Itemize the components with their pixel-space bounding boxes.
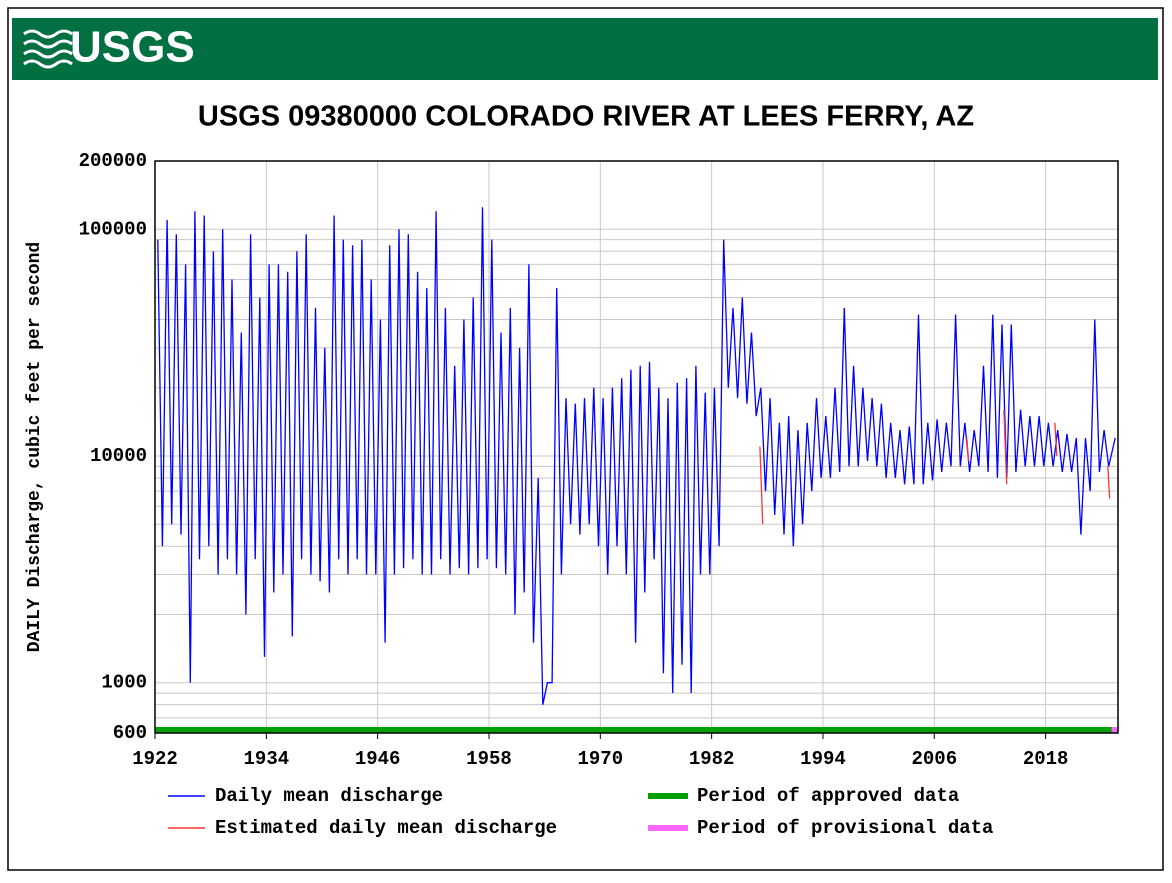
chart-title: USGS 09380000 COLORADO RIVER AT LEES FER… [198, 101, 974, 133]
period-bar [155, 727, 1112, 733]
x-tick-label: 1958 [466, 748, 512, 770]
x-tick-label: 1994 [800, 748, 846, 770]
period-bar [1111, 727, 1118, 733]
x-tick-label: 1946 [355, 748, 401, 770]
x-tick-label: 1922 [132, 748, 178, 770]
legend-label: Period of provisional data [697, 817, 993, 839]
x-tick-label: 1934 [244, 748, 290, 770]
y-tick-label: 200000 [79, 150, 147, 172]
y-axis-label: DAILY Discharge, cubic feet per second [25, 242, 45, 652]
legend-swatch [648, 825, 688, 831]
plot-frame [154, 160, 1119, 734]
x-tick-label: 2006 [912, 748, 958, 770]
x-tick-label: 1982 [689, 748, 735, 770]
y-tick-label: 10000 [90, 445, 147, 467]
legend-label: Period of approved data [697, 785, 959, 807]
x-tick-label: 2018 [1023, 748, 1069, 770]
header-bar [12, 18, 1158, 80]
data-line [759, 409, 1111, 525]
legend-label: Daily mean discharge [215, 785, 443, 807]
y-tick-label: 600 [113, 722, 147, 744]
logo-waves [23, 29, 73, 69]
legend-swatch [648, 793, 688, 799]
x-tick-label: 1970 [578, 748, 624, 770]
y-tick-label: 1000 [101, 672, 147, 694]
legend-label: Estimated daily mean discharge [215, 817, 557, 839]
logo: USGS [70, 23, 195, 72]
data-line [157, 207, 1116, 705]
y-tick-label: 100000 [79, 218, 147, 240]
